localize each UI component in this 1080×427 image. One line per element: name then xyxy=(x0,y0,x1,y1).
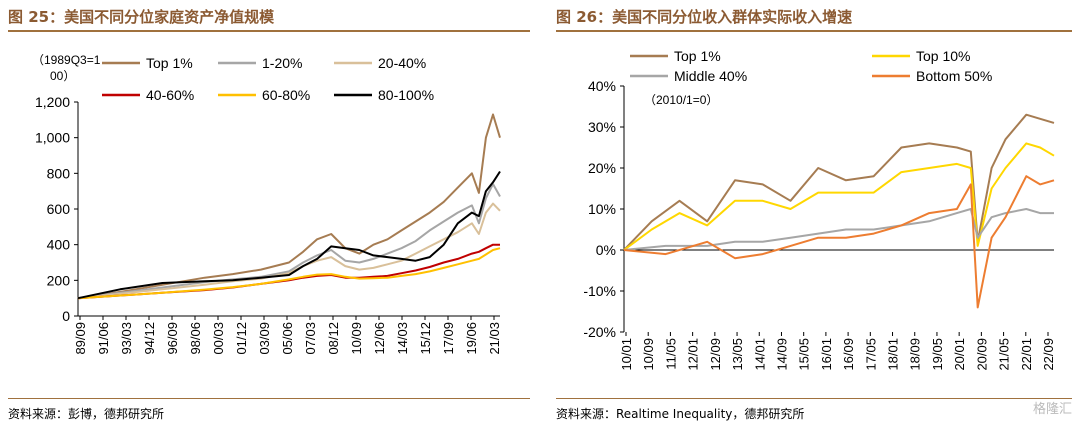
x-tick-label: 22/09 xyxy=(1041,338,1056,371)
x-tick-label: 91/06 xyxy=(96,322,111,355)
series-line xyxy=(623,142,1055,251)
x-tick-label: 20/01 xyxy=(952,338,967,371)
x-tick-label: 89/09 xyxy=(73,322,88,355)
x-tick-label: 20/09 xyxy=(974,338,989,371)
x-tick-label: 13/05 xyxy=(730,338,745,371)
y-tick-label: 200 xyxy=(47,272,71,288)
left-source: 资料来源：彭博，德邦研究所 xyxy=(8,407,165,421)
series-line xyxy=(77,113,501,300)
series-line xyxy=(77,170,501,300)
legend-label: 60-80% xyxy=(262,87,310,103)
y-tick-label: 40% xyxy=(588,78,616,94)
x-tick-label: 12/06 xyxy=(372,322,387,355)
legend-label: 20-40% xyxy=(378,55,426,71)
left-chart-title: 图 25：美国不同分位家庭资产净值规模 xyxy=(8,8,275,26)
y-tick-label: 0 xyxy=(62,308,70,324)
legend-label: Top 1% xyxy=(674,48,721,64)
y-tick-label: 400 xyxy=(47,237,71,253)
x-tick-label: 15/12 xyxy=(418,322,433,355)
legend-label: Top 1% xyxy=(146,55,193,71)
x-tick-label: 96/09 xyxy=(165,322,180,355)
x-tick-label: 07/03 xyxy=(303,322,318,355)
x-tick-label: 05/06 xyxy=(280,322,295,355)
x-tick-label: 98/06 xyxy=(188,322,203,355)
x-tick-label: 03/09 xyxy=(257,322,272,355)
watermark-logo: 格隆汇 xyxy=(1032,402,1072,417)
x-tick-label: 14/03 xyxy=(395,322,410,355)
legend-label: 80-100% xyxy=(378,87,434,103)
x-tick-label: 16/09 xyxy=(841,338,856,371)
x-tick-label: 10/01 xyxy=(619,338,634,371)
y-tick-label: 800 xyxy=(47,165,71,181)
x-tick-label: 10/09 xyxy=(349,322,364,355)
left-source-rule xyxy=(8,398,530,399)
x-tick-label: 21/03 xyxy=(487,322,502,355)
chart-note: （2010/1=0） xyxy=(644,93,718,107)
right-source-rule xyxy=(556,398,1072,399)
y-tick-label: -10% xyxy=(583,283,616,299)
series-line xyxy=(623,175,1055,309)
chart-note-2: 00） xyxy=(50,69,75,83)
x-tick-label: 93/03 xyxy=(119,322,134,355)
x-tick-label: 14/01 xyxy=(752,338,767,371)
series-line xyxy=(77,247,501,300)
y-tick-label: 1,200 xyxy=(35,94,70,110)
x-tick-label: 94/12 xyxy=(142,322,157,355)
x-tick-label: 18/09 xyxy=(908,338,923,371)
left-net-worth-chart: 0 200 400 600 800 1,000 1,200 89/09 91/06 93/03 94… xyxy=(32,53,502,355)
legend-label: Top 10% xyxy=(916,48,970,64)
y-tick-label: 600 xyxy=(47,201,71,217)
legend-label: Middle 40% xyxy=(674,68,747,84)
x-tick-label: 01/12 xyxy=(234,322,249,355)
series-line xyxy=(623,113,1055,251)
x-tick-label: 15/05 xyxy=(797,338,812,371)
series-line xyxy=(77,202,501,300)
chart-note-1: （1989Q3=1 xyxy=(32,53,101,67)
x-tick-label: 10/09 xyxy=(641,338,656,371)
y-tick-label: 30% xyxy=(588,119,616,135)
legend-label: Bottom 50% xyxy=(916,68,992,84)
x-tick-label: 21/05 xyxy=(997,338,1012,371)
x-tick-label: 17/05 xyxy=(863,338,878,371)
x-tick-label: 19/05 xyxy=(930,338,945,371)
x-tick-label: 08/12 xyxy=(326,322,341,355)
x-tick-label: 11/05 xyxy=(663,338,678,370)
legend-label: 1-20% xyxy=(262,55,302,71)
y-tick-label: -20% xyxy=(583,324,616,340)
right-income-growth-chart: -20% -10% 0% 10% 20% 30% 40% 10/01 10/09 11/05 12/… xyxy=(583,48,1056,371)
y-tick-label: 1,000 xyxy=(35,130,70,146)
x-tick-label: 22/01 xyxy=(1019,338,1034,371)
x-tick-label: 12/01 xyxy=(686,338,701,371)
x-tick-label: 00/03 xyxy=(211,322,226,355)
right-chart-title: 图 26：美国不同分位收入群体实际收入增速 xyxy=(556,8,853,26)
x-tick-label: 16/01 xyxy=(819,338,834,371)
y-tick-label: 10% xyxy=(588,201,616,217)
right-title-rule xyxy=(556,30,1072,32)
legend-label: 40-60% xyxy=(146,87,194,103)
left-title-rule xyxy=(8,30,530,32)
x-tick-label: 12/09 xyxy=(708,338,723,371)
x-tick-label: 17/09 xyxy=(441,322,456,355)
x-tick-label: 18/01 xyxy=(886,338,901,371)
x-tick-label: 19/06 xyxy=(464,322,479,355)
y-tick-label: 0% xyxy=(596,242,616,258)
y-tick-label: 20% xyxy=(588,160,616,176)
x-tick-label: 14/09 xyxy=(774,338,789,371)
right-source: 资料来源：Realtime Inequality，德邦研究所 xyxy=(556,407,805,421)
